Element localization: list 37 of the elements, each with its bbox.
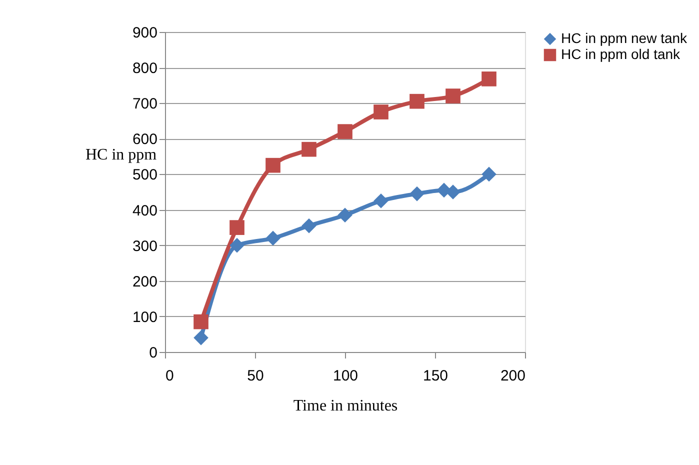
y-tick-label: 100 <box>132 308 158 326</box>
x-tick-label: 50 <box>247 368 264 384</box>
x-tick-label: 100 <box>332 368 358 384</box>
y-axis-title: HC in ppm <box>86 146 158 164</box>
y-tick-label: 800 <box>132 60 158 78</box>
point <box>230 238 244 253</box>
point <box>302 218 316 234</box>
y-tick-label: 300 <box>132 238 158 255</box>
point <box>302 142 316 157</box>
y-tick-label: 700 <box>132 96 158 113</box>
point <box>230 220 244 235</box>
x-axis-title: Time in minutes <box>293 398 398 414</box>
point <box>338 124 352 139</box>
point <box>446 184 460 200</box>
y-tick-label: 0 <box>149 344 158 362</box>
y-tick-label: 600 <box>132 131 158 148</box>
point <box>410 94 424 109</box>
point <box>194 314 208 330</box>
point <box>338 208 352 223</box>
point <box>266 158 280 173</box>
point <box>266 230 280 246</box>
point <box>374 193 388 208</box>
point <box>482 72 496 86</box>
y-tick-label: 500 <box>132 166 158 184</box>
y-tick-label: 900 <box>132 24 158 42</box>
legend-label: HC in ppm old tank <box>561 46 682 62</box>
point <box>446 88 460 104</box>
point <box>374 104 388 120</box>
y-tick-label: 200 <box>132 273 158 290</box>
x-tick-label: 200 <box>500 368 526 384</box>
x-tick-label: 0 <box>166 368 174 384</box>
y-tick-label: 400 <box>132 202 158 220</box>
point <box>410 186 424 202</box>
legend-label: HC in ppm new tank <box>561 30 688 46</box>
x-tick-label: 150 <box>422 368 448 384</box>
point <box>482 166 496 182</box>
point <box>194 330 208 346</box>
